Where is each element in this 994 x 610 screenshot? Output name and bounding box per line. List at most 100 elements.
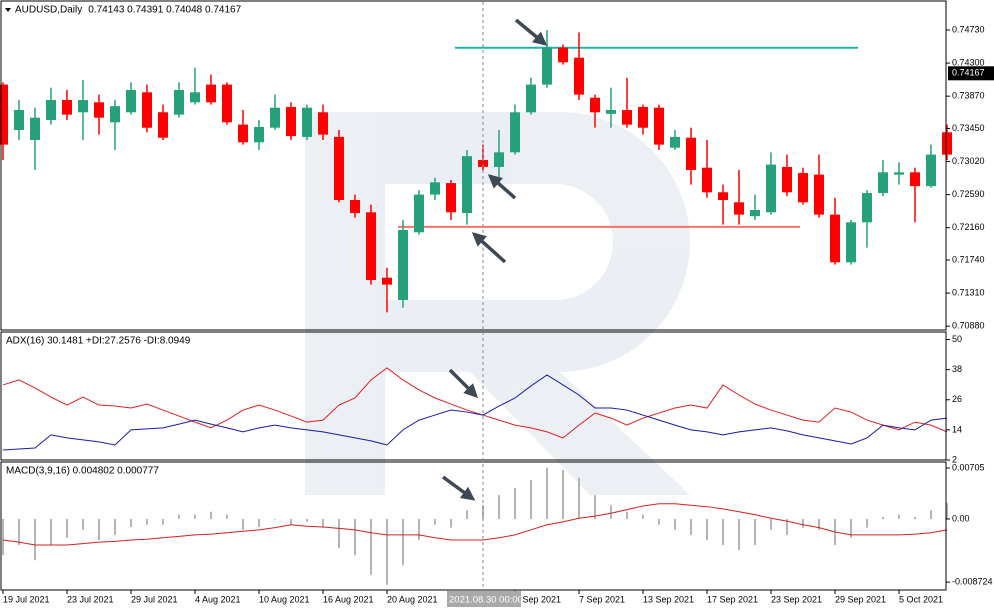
candle-body [302,107,312,137]
candle-body [478,160,488,167]
candle-body [110,106,120,123]
candle-body [718,192,728,200]
pane-border [0,331,947,461]
candle-body [558,47,568,63]
candle-body [126,90,136,113]
pane-title: AUDUSD,Daily [15,5,82,16]
y-tick-label: 0.71740 [952,254,985,264]
x-tick-label: 10 Aug 2021 [259,594,310,604]
candle-body [862,193,872,223]
y-tick-label: 0.73450 [952,123,985,133]
candle-body [494,152,504,167]
candle-body [462,156,472,214]
candle-body [414,194,424,233]
candle-body [926,154,936,187]
y-tick-label: 0.00705 [952,462,985,472]
candle-body [206,84,216,103]
candle-body [910,172,920,187]
candle-body [510,112,520,153]
price-label-bg [948,66,994,81]
candle-body [638,106,648,128]
x-tick-label: 17 Sep 2021 [707,594,758,604]
crosshair-label-bg [447,591,521,607]
candle-body [878,172,888,194]
candle-body [526,84,536,113]
x-tick-label: 1 Sep 2021 [515,594,561,604]
y-tick-label: 38 [952,364,962,374]
y-tick-label: 0.70880 [952,321,985,331]
candle-body [766,164,776,213]
candle-body [142,92,152,128]
y-tick-label: 0.73020 [952,156,985,166]
candle-body [734,202,744,215]
candle-body [270,107,280,128]
candle-body [334,136,344,200]
candle-body [830,214,840,263]
candle-body [286,106,296,137]
x-tick-label: 23 Jul 2021 [67,594,114,604]
axis: 50 38 26 14 2 [946,334,962,464]
candle-body [446,183,456,213]
pane-title: ADX(16) 30.1481 +DI:27.2576 -DI:8.0949 [6,336,191,347]
candle-body [398,230,408,300]
y-tick-label: 14 [952,424,962,434]
candle-body [702,167,712,193]
axis: 0.74730 0.74300 0.73870 0.73450 0.73020 0.725… [2,24,994,604]
candle-body [254,126,264,143]
x-tick-label: 4 Aug 2021 [195,594,241,604]
candle-body [78,100,88,113]
candle-body [350,200,360,214]
pane-title: MACD(3,9,16) 0.004802 0.000777 [6,466,159,477]
candle-body [814,174,824,215]
y-tick-label: -0.008724 [952,576,993,586]
candle-body [894,172,904,175]
candle-body [654,107,664,145]
y-tick-label: 50 [952,334,962,344]
candle-body [238,124,248,143]
indicator-line [2,367,948,439]
candle-body [46,100,56,120]
candle-body [670,136,680,148]
candle-body [222,84,232,123]
pane-subtitle: 0.74143 0.74391 0.74048 0.74167 [88,5,241,16]
x-tick-label: 29 Sep 2021 [835,594,886,604]
candle-body [62,100,72,115]
candle-body [382,277,392,285]
pane-border [0,461,947,591]
y-tick-label: 2 [952,454,957,464]
indicator-line [2,374,948,451]
y-tick-label: 26 [952,394,962,404]
candle-body [606,110,616,114]
candle-body [190,92,200,103]
y-tick-label: 0.72590 [952,189,985,199]
x-tick-label: 5 Oct 2021 [899,594,943,604]
x-tick-label: 7 Sep 2021 [579,594,625,604]
y-tick-label: 0.74300 [952,57,985,67]
y-tick-label: 0.71310 [952,287,985,297]
candle-body [622,110,632,125]
candle-body [0,84,8,145]
y-tick-label: 0.72160 [952,222,985,232]
candle-body [30,117,40,140]
menu-arrow [5,8,11,12]
candle-body [542,47,552,85]
candle-body [318,112,328,135]
x-tick-label: 19 Jul 2021 [3,594,50,604]
candle-body [158,112,168,138]
candle-body [94,102,104,118]
candle-body [798,173,808,203]
candle-body [686,137,696,170]
pane [2,367,948,451]
watermark [305,112,690,495]
y-tick-label: 0.74730 [952,24,985,34]
x-tick-label: 29 Jul 2021 [131,594,178,604]
x-tick-label: 20 Aug 2021 [387,594,438,604]
crosshair-label: 2021.08.30 00:00 [449,595,523,606]
pane [0,30,952,313]
price-label: 0.74167 [952,68,985,78]
candle-body [430,182,440,195]
x-tick-label: 13 Sep 2021 [643,594,694,604]
axis: 0.00705 0.00 -0.008724 [946,462,993,586]
